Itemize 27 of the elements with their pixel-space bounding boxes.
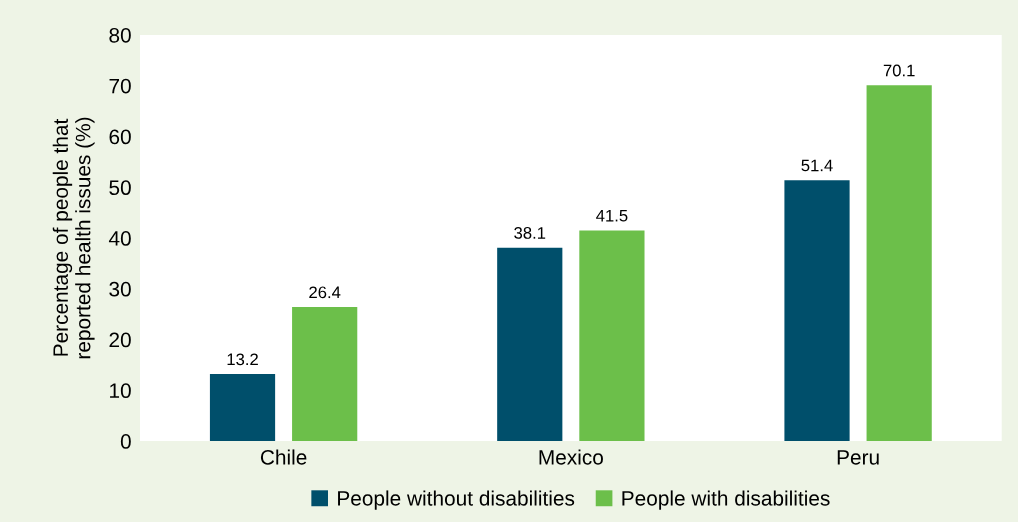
bar [209,374,276,442]
data-label: 70.1 [883,64,915,77]
x-tick-label: Mexico [539,449,603,465]
legend-label: People with disabilities [622,490,830,510]
bar [784,180,850,442]
data-label: 51.4 [801,159,833,172]
y-tick-label: 50 [109,180,131,196]
y-tick-label: 20 [109,332,131,348]
bar [866,85,932,442]
x-tick-label: Peru [837,450,879,465]
y-tick-label: 30 [109,281,131,297]
x-tick-label: Chile [260,449,307,465]
y-tick-label: 80 [109,27,131,43]
data-label: 13.2 [227,353,258,366]
data-label: 26.4 [309,286,341,299]
bar [579,230,645,442]
y-axis-title: Percentage of people that reported health issues (%) [52,117,95,359]
y-tick-label: 0 [120,434,131,449]
data-label: 38.1 [514,227,546,239]
y-tick-label: 10 [110,383,131,399]
legend-label: People without disabilities [338,490,575,510]
data-label: 41.5 [596,209,628,222]
y-tick-label: 60 [109,129,131,145]
y-tick-label: 70 [109,78,131,94]
bar [292,307,358,442]
y-tick-label: 40 [108,231,131,246]
bar [497,247,563,442]
